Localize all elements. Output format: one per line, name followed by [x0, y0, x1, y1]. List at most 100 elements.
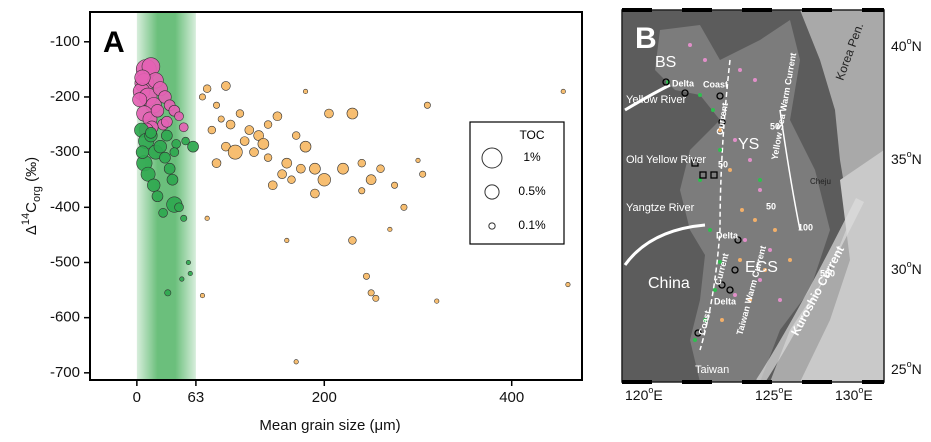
bubble	[368, 290, 374, 296]
bubble	[435, 299, 439, 303]
bubble	[282, 158, 292, 168]
bubble	[213, 102, 219, 108]
lon-label-hemi: E	[783, 387, 792, 403]
bubble	[285, 238, 289, 242]
bubble	[264, 121, 272, 129]
region-label: YS	[738, 136, 759, 153]
lon-label-hemi: E	[653, 387, 662, 403]
figure: -100-200-300-400-500-600-700063200400TOC…	[0, 0, 931, 437]
y-tick-label: -300	[50, 143, 80, 160]
y-tick-label: -500	[50, 253, 80, 270]
lat-label-num: 40	[891, 38, 907, 54]
panel-a: -100-200-300-400-500-600-700063200400TOC…	[50, 12, 582, 406]
legend-label: 0.5%	[518, 184, 546, 198]
bubble	[366, 175, 376, 185]
lat-label-hemi: N	[912, 361, 922, 377]
bubble	[205, 216, 209, 220]
bubble	[292, 132, 300, 140]
bubble	[203, 85, 211, 93]
lat-label-hemi: N	[912, 261, 922, 277]
legend-bubble	[489, 223, 495, 229]
bubble	[172, 139, 181, 148]
lat-label: 25oN	[891, 359, 922, 376]
bubble	[416, 158, 420, 162]
legend-box	[470, 122, 564, 244]
bubble	[324, 109, 333, 118]
bubble	[228, 145, 242, 159]
lon-label: 125oE	[755, 385, 793, 402]
depth-label: 50	[766, 201, 776, 211]
bubble	[208, 126, 216, 134]
legend-bubble	[482, 148, 502, 168]
bubble	[300, 141, 311, 152]
bubble	[154, 140, 167, 153]
y-tick-label: -100	[50, 33, 80, 50]
bubble	[561, 89, 565, 93]
x-axis-label: Mean grain size (μm)	[259, 417, 400, 434]
y-tick-label: -600	[50, 309, 80, 326]
bubble	[373, 295, 379, 301]
bubble	[401, 204, 407, 210]
depth-label: 100	[798, 222, 813, 232]
bubble	[167, 174, 178, 185]
lon-label-num: 125	[755, 387, 779, 403]
bubble	[377, 165, 385, 173]
bubble	[424, 102, 430, 108]
y-label-part: Δ	[23, 225, 40, 235]
map-label: Taiwan	[695, 364, 729, 376]
bubble	[133, 93, 147, 107]
lon-labels: 120oE125oE130oE	[625, 385, 873, 402]
bubble	[161, 116, 172, 127]
bubble	[391, 182, 397, 188]
bubble	[338, 163, 349, 174]
bubble	[388, 227, 392, 231]
bubble	[218, 116, 224, 122]
bubble	[164, 163, 175, 174]
bubble	[309, 163, 320, 174]
bubble	[180, 277, 184, 281]
bubble	[182, 137, 190, 145]
y-axis-label: Δ14Corg (‰)	[20, 157, 43, 235]
map-label: Delta	[714, 296, 737, 306]
bubble	[358, 159, 366, 167]
bubble	[240, 137, 249, 146]
bubble	[221, 81, 230, 90]
map-label: Delta	[672, 78, 695, 88]
bubble	[363, 273, 369, 279]
region-label: China	[648, 275, 690, 292]
bubble	[296, 164, 305, 173]
lat-label: 35oN	[891, 149, 922, 166]
legend-bubble	[485, 185, 499, 199]
bubble	[310, 189, 319, 198]
map-label: Coast	[703, 79, 728, 89]
bubble	[250, 148, 259, 157]
bubble	[159, 208, 168, 217]
bubble	[212, 159, 221, 168]
region-label: BS	[655, 54, 676, 71]
bubble	[186, 260, 190, 264]
y-tick-label: -700	[50, 364, 80, 381]
bubble	[288, 176, 296, 184]
x-tick-label: 0	[133, 389, 141, 406]
lon-label-hemi: E	[863, 387, 872, 403]
bubble	[179, 123, 188, 132]
lon-label-num: 120	[625, 387, 649, 403]
bubble	[226, 120, 235, 129]
map-label: Old Yellow River	[626, 154, 706, 166]
bubble	[273, 112, 282, 121]
lon-label-num: 130	[835, 387, 859, 403]
depth-label: 500	[820, 268, 835, 278]
bubble	[159, 152, 170, 163]
bubble	[359, 188, 365, 194]
bubble	[349, 237, 357, 245]
legend-label: 0.1%	[518, 218, 546, 232]
panel-label: B	[635, 22, 657, 55]
lat-label: 30oN	[891, 259, 922, 276]
bubble	[318, 173, 331, 186]
map-label: Delta	[716, 230, 739, 240]
bubble	[135, 70, 150, 85]
bubble	[278, 170, 287, 179]
bubble	[147, 179, 160, 192]
y-tick-label: -200	[50, 88, 80, 105]
